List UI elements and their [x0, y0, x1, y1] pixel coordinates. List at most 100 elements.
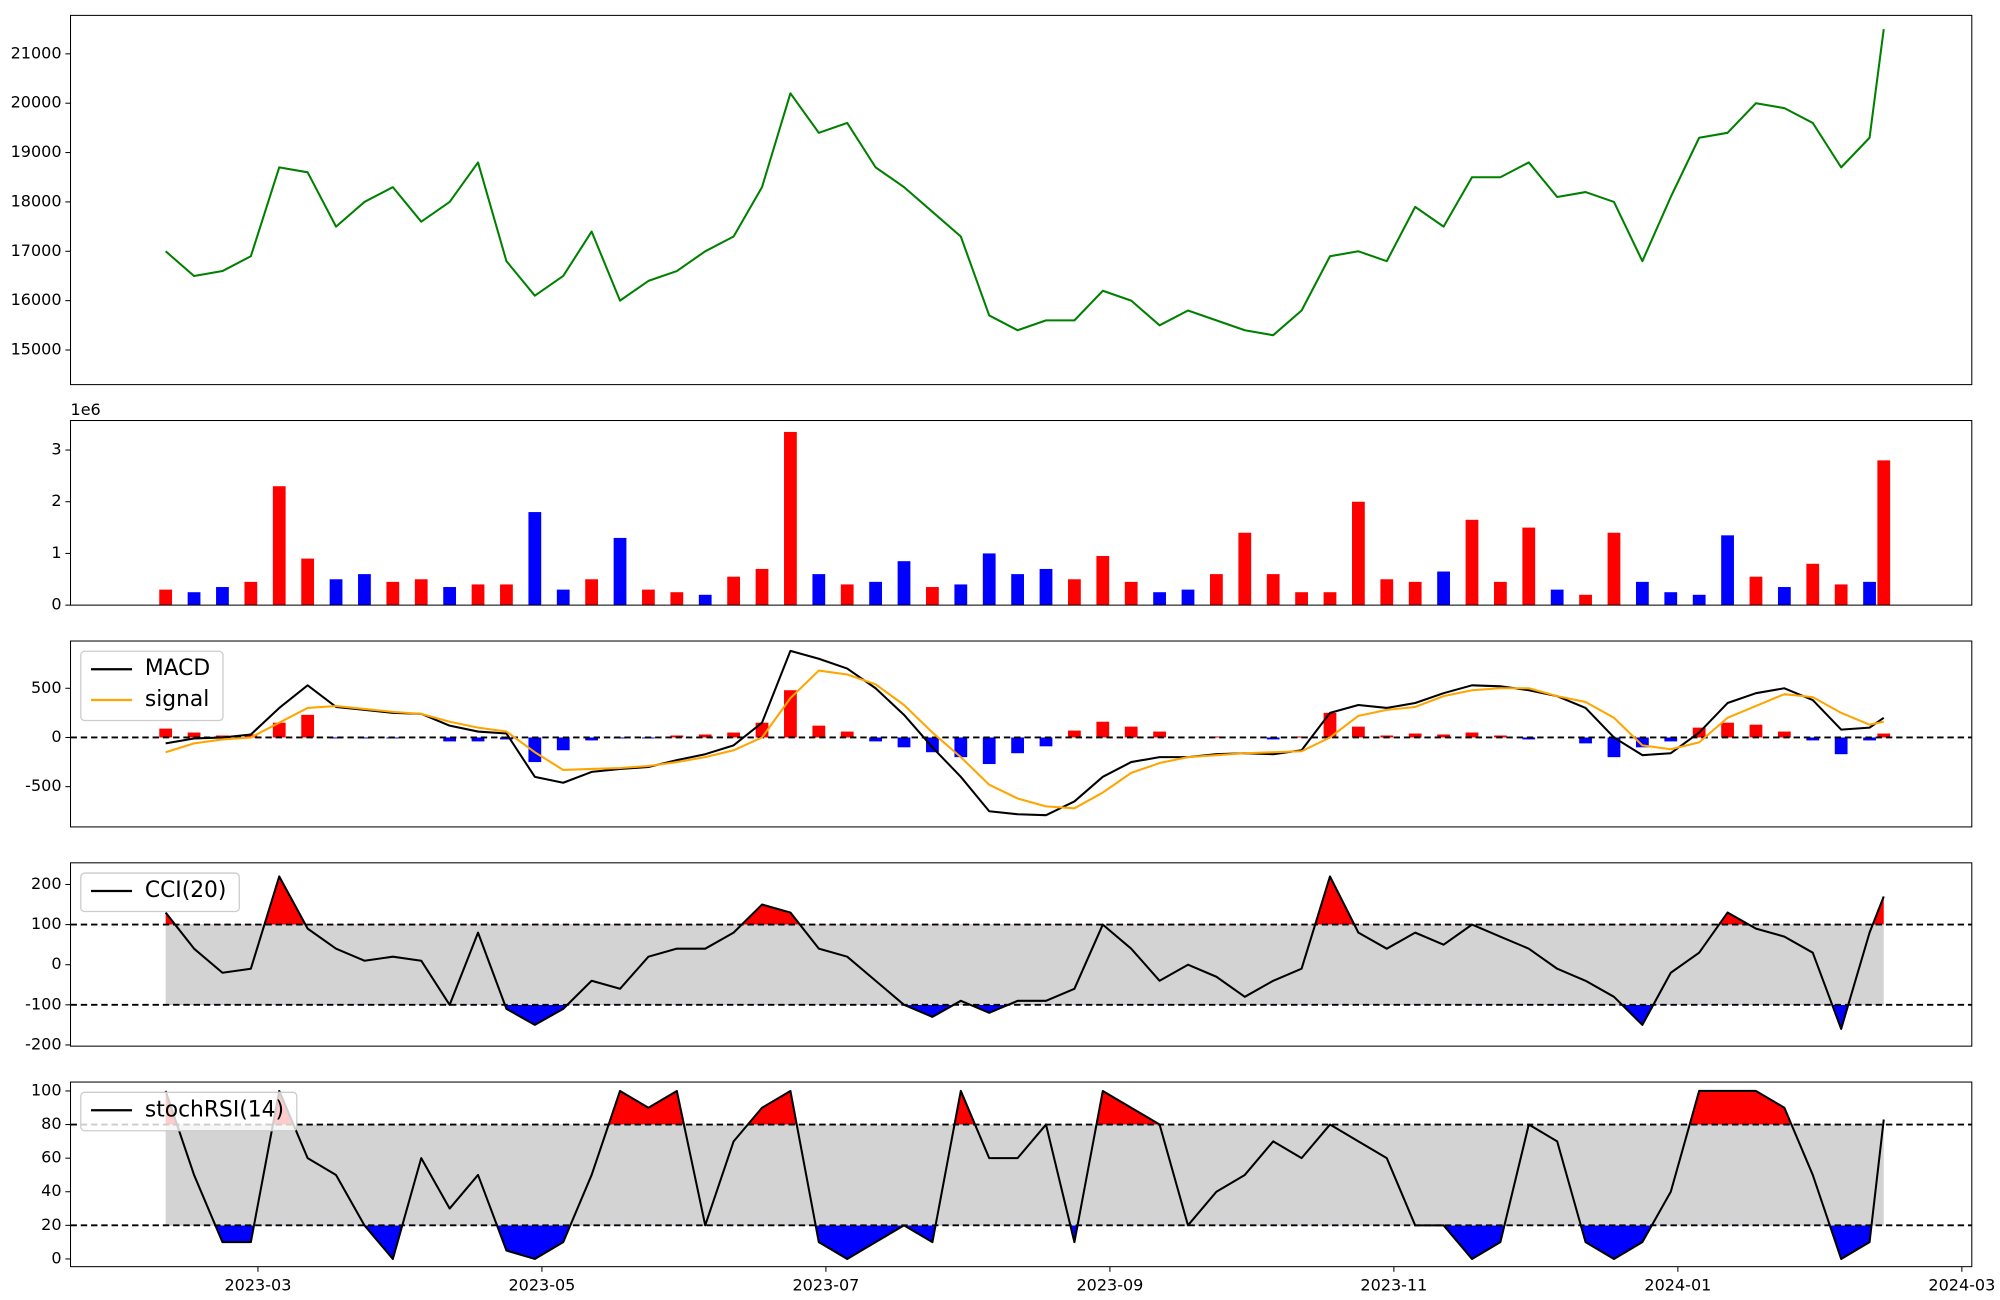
bar [187, 592, 201, 606]
y-tick-label: 20000 [11, 93, 62, 112]
y-tick-label: 0 [51, 595, 61, 614]
histogram-bar [556, 737, 570, 751]
y-tick-label: -100 [25, 994, 61, 1013]
bar [982, 553, 996, 606]
x-tick-label: 2023-03 [224, 1275, 291, 1294]
bar [1607, 532, 1621, 606]
histogram-bar [1068, 730, 1081, 738]
legend-label: MACD [145, 656, 210, 681]
bar [1408, 581, 1422, 606]
histogram-bar [1806, 737, 1820, 741]
x-tick-label: 2023-05 [508, 1275, 575, 1294]
frame [69, 420, 1973, 606]
legend-box [80, 1091, 298, 1132]
y-tick-label: 80 [41, 1114, 61, 1133]
y-tick-label: 0 [51, 954, 61, 973]
bar [443, 587, 457, 606]
bar [670, 592, 684, 606]
bar [1153, 592, 1166, 606]
bar [1096, 556, 1110, 606]
histogram-bar [1664, 737, 1678, 742]
histogram-bar [840, 731, 854, 738]
band-fill [165, 924, 1884, 1005]
x-tick-label: 2024-01 [1644, 1275, 1711, 1294]
bar [1863, 581, 1876, 606]
histogram-bar [727, 732, 741, 738]
histogram-bar [443, 737, 457, 742]
bar [1522, 527, 1536, 606]
bar [812, 574, 826, 606]
bar [1465, 519, 1479, 606]
frame [69, 14, 1973, 386]
y-tick-label: 40 [41, 1181, 61, 1200]
panel [70, 875, 1972, 1030]
bar [926, 587, 939, 606]
y-tick-label: 16000 [11, 290, 62, 309]
legend: stochRSI(14) [80, 1091, 298, 1132]
histogram-bar [528, 737, 542, 763]
histogram-bar [1834, 737, 1848, 755]
bar [1380, 579, 1394, 606]
y-tick-label: 1 [51, 543, 61, 562]
bar [358, 574, 371, 606]
y-tick-label: 0 [51, 727, 61, 746]
y-tick-label: 60 [41, 1148, 61, 1167]
y-tick-label: 2 [51, 491, 61, 510]
legend-box [80, 872, 240, 913]
histogram-bar [585, 737, 599, 741]
bar [329, 579, 343, 606]
bar [1692, 594, 1706, 606]
line [164, 29, 1885, 337]
bar [1877, 460, 1891, 606]
legend: MACD signal [80, 650, 224, 722]
bar [272, 486, 286, 606]
y-tick-label: 19000 [11, 142, 62, 161]
y-tick-label: -500 [25, 776, 61, 795]
bar [1437, 571, 1450, 606]
legend-label: CCI(20) [145, 878, 227, 903]
bar [556, 589, 570, 606]
histogram-bar [1408, 733, 1422, 738]
histogram-bar [1266, 737, 1280, 740]
histogram-bar [1863, 737, 1876, 741]
histogram-bar [1351, 726, 1365, 738]
bar [159, 589, 173, 606]
histogram-bar [1323, 712, 1337, 738]
histogram-bar [812, 725, 826, 738]
bar [1323, 592, 1337, 606]
histogram-bar [301, 714, 315, 738]
line [164, 1089, 1885, 1260]
legend: CCI(20) [80, 872, 240, 913]
bar [1039, 568, 1053, 606]
histogram-bar [1380, 735, 1394, 738]
bar [897, 561, 911, 606]
legend-label: signal [145, 687, 209, 712]
line [165, 649, 1885, 817]
bar [840, 584, 854, 606]
histogram-bar [244, 734, 258, 738]
y-tick-label: 0 [51, 1248, 61, 1267]
histogram-bar [1039, 737, 1053, 747]
x-tick-label: 2023-11 [1360, 1275, 1427, 1294]
histogram-bar [670, 735, 684, 738]
histogram-bar [954, 737, 968, 758]
histogram-bar [1096, 721, 1110, 738]
line [164, 875, 1885, 1030]
histogram-bar [1777, 731, 1791, 738]
x-tick-label: 2024-03 [1928, 1275, 1995, 1294]
bar [1181, 589, 1195, 606]
band-fill [165, 1124, 1884, 1226]
bar [414, 579, 428, 606]
bar [1664, 592, 1678, 606]
histogram-bar [982, 737, 996, 765]
histogram-bar [329, 737, 343, 739]
y-tick-label: 21000 [11, 43, 62, 62]
bar [216, 587, 229, 606]
bar [698, 594, 712, 606]
y-tick-label: 15000 [11, 340, 62, 359]
histogram-bar [1465, 732, 1479, 738]
offset-label: 1e6 [71, 400, 101, 419]
histogram-bar [698, 734, 712, 738]
